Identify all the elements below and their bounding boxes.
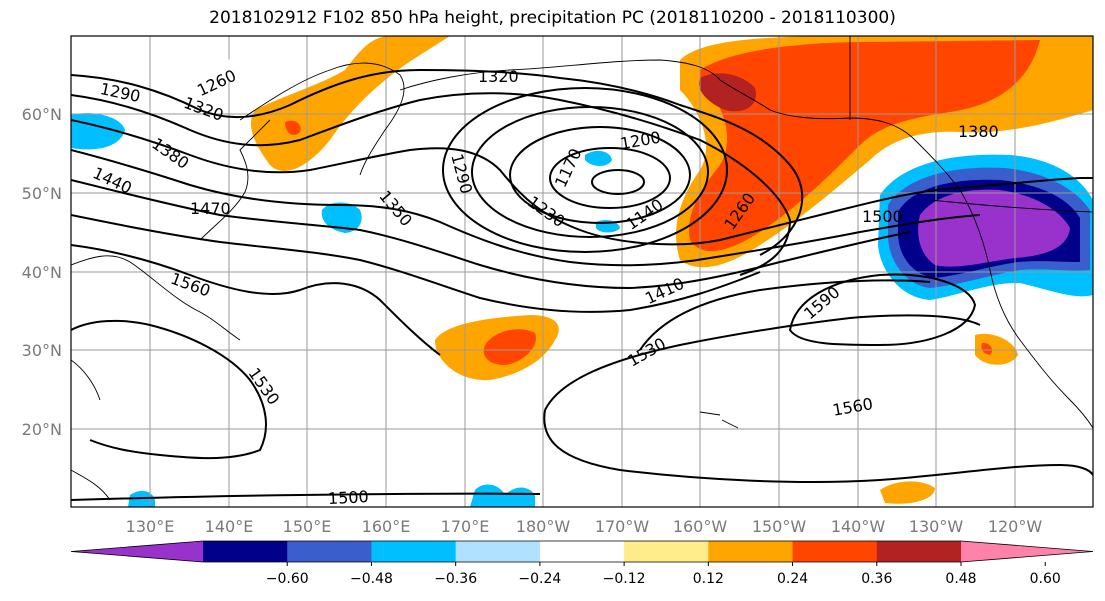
lat-label: 60°N [22, 105, 62, 124]
height-contours [71, 68, 1093, 501]
colorbar-bin [539, 541, 625, 562]
lat-label: 50°N [22, 184, 62, 203]
colorbar-outline [70, 540, 1094, 563]
contour-label: 1500 [862, 207, 903, 226]
longitude-labels: 130°E 140°E 150°E 160°E 170°E 180°W 170°… [126, 517, 1043, 536]
lat-label: 20°N [22, 420, 62, 439]
lon-label: 150°E [283, 517, 332, 536]
colorbar-tick-label: 0.48 [945, 571, 976, 587]
colorbar-tick-label: −0.24 [518, 571, 561, 587]
contour-label: 1320 [478, 67, 519, 86]
map-frame [70, 35, 1094, 508]
latitude-labels: 60°N 50°N 40°N 30°N 20°N [22, 105, 62, 439]
contour-label: 1500 [328, 487, 370, 508]
precip-shading [71, 36, 1093, 507]
colorbar-tick-label: −0.48 [350, 571, 393, 587]
colorbar-tick-label: 0.12 [693, 571, 724, 587]
lat-label: 30°N [22, 341, 62, 360]
lon-label: 150°W [752, 517, 807, 536]
contour-label: 1380 [958, 122, 999, 141]
lon-label: 180°W [516, 517, 571, 536]
colorbar-tick-label: −0.12 [603, 571, 646, 587]
colorbar-bin [708, 541, 794, 562]
colorbar-tick-label: −0.36 [434, 571, 477, 587]
lon-label: 170°W [595, 517, 650, 536]
colorbar-bin [792, 541, 878, 562]
lon-label: 160°W [673, 517, 728, 536]
contour-label: 1470 [190, 199, 231, 218]
lat-label: 40°N [22, 263, 62, 282]
colorbar-bin [287, 541, 372, 562]
colorbar-extend-max [961, 541, 1093, 562]
colorbar-tick-labels: −0.60 −0.48 −0.36 −0.24 −0.12 0.12 0.24 0.36 0.4… [266, 571, 1061, 587]
lon-label: 130°E [126, 517, 175, 536]
colorbar-tick-label: 0.36 [861, 571, 892, 587]
lon-label: 140°W [831, 517, 886, 536]
colorbar [70, 540, 1094, 566]
lon-label: 130°W [909, 517, 964, 536]
lon-label: 120°W [988, 517, 1043, 536]
coastlines [71, 36, 1093, 501]
colorbar-bin [876, 541, 962, 562]
lon-label: 160°E [362, 517, 411, 536]
colorbar-bin [203, 541, 288, 562]
colorbar-bin [371, 541, 457, 562]
map-title: 2018102912 F102 850 hPa height, precipit… [209, 8, 896, 28]
colorbar-tick-label: 0.60 [1030, 571, 1061, 587]
colorbar-tick-label: −0.60 [266, 571, 309, 587]
lon-label: 170°E [441, 517, 490, 536]
lon-label: 140°E [205, 517, 254, 536]
colorbar-bin [455, 541, 541, 562]
colorbar-tick-label: 0.24 [777, 571, 808, 587]
colorbar-bin [624, 541, 709, 562]
colorbar-extend-min [71, 541, 203, 562]
